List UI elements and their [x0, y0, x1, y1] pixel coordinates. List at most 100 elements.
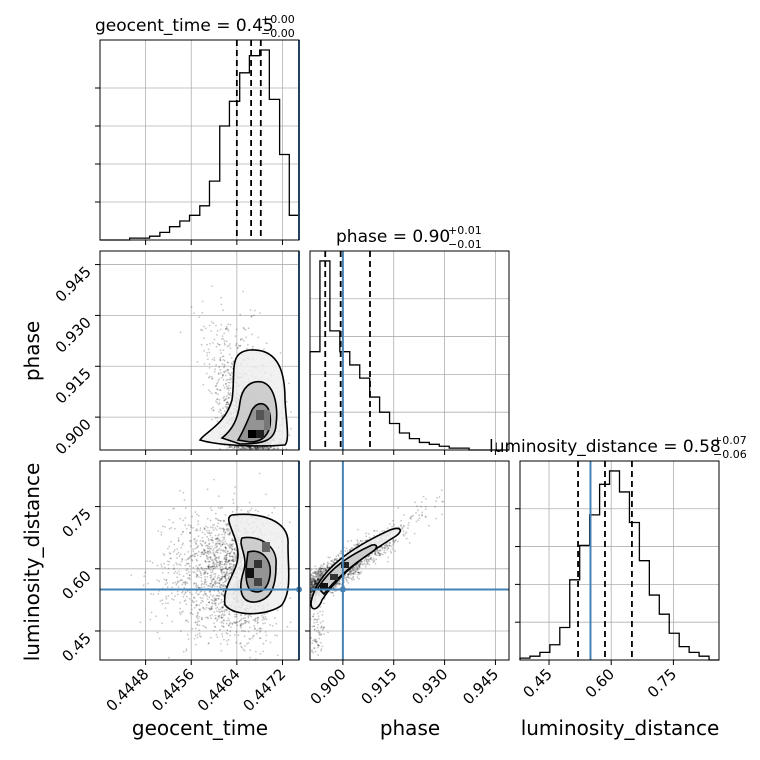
sample-point [179, 489, 181, 492]
sample-point [226, 369, 228, 371]
sample-point [273, 447, 276, 450]
sample-point [229, 634, 232, 637]
sample-point [261, 446, 264, 449]
sample-point [217, 595, 220, 597]
sample-point [259, 312, 261, 314]
sample-point [196, 529, 199, 532]
sample-point [255, 632, 258, 635]
sample-point [205, 557, 208, 560]
sample-point [228, 611, 231, 613]
sample-point [227, 397, 230, 399]
sample-point [229, 543, 231, 545]
sample-point [214, 566, 217, 569]
sample-point [233, 551, 235, 554]
sample-point [191, 599, 194, 602]
sample-point [201, 536, 204, 539]
sample-point [219, 560, 222, 563]
sample-point [206, 550, 209, 553]
sample-point [369, 558, 372, 561]
sample-point [226, 561, 229, 564]
sample-point [167, 595, 170, 597]
sample-point [256, 446, 258, 449]
sample-point [221, 610, 224, 613]
sample-point [226, 401, 229, 404]
sample-point [424, 508, 427, 510]
sample-point [202, 607, 205, 610]
sample-point [186, 582, 189, 584]
sample-point [204, 579, 207, 582]
sample-point [166, 582, 169, 584]
sample-point [219, 562, 222, 565]
sample-point [215, 546, 218, 549]
sample-point [392, 540, 394, 543]
sample-point [211, 321, 213, 323]
sample-point [225, 340, 228, 343]
sample-point [262, 447, 265, 450]
sample-point [212, 322, 215, 324]
sample-point [216, 540, 219, 543]
sample-point [186, 568, 189, 570]
sample-point [216, 381, 219, 384]
sample-point [247, 641, 250, 644]
sample-point [356, 542, 359, 545]
sample-point [205, 567, 208, 570]
sample-point [196, 620, 199, 623]
sample-point [167, 572, 170, 574]
sample-point [203, 349, 206, 352]
sample-point [212, 409, 215, 411]
sample-point [223, 371, 225, 373]
sample-point [223, 581, 226, 583]
sample-point [224, 523, 227, 526]
sample-point [186, 590, 189, 592]
sample-point [211, 565, 214, 568]
sample-point [247, 327, 250, 330]
sample-point [254, 619, 256, 621]
sample-point [196, 539, 198, 542]
sample-point [220, 338, 223, 340]
sample-point [231, 538, 234, 540]
sample-point [165, 578, 168, 581]
sample-point [220, 616, 223, 619]
sample-point [232, 539, 234, 542]
sample-point [239, 344, 242, 347]
sample-point [201, 329, 204, 332]
sample-point [208, 607, 211, 610]
y-tick-label: 0.45 [58, 629, 94, 665]
sample-point [185, 562, 188, 565]
sample-point [354, 566, 356, 569]
sample-point [261, 614, 263, 617]
sample-point [256, 446, 259, 449]
sample-point [184, 599, 187, 602]
sample-point [231, 622, 234, 625]
sample-point [200, 343, 203, 346]
sample-point [201, 311, 204, 314]
sample-point [210, 375, 213, 378]
sample-point [208, 351, 211, 354]
sample-point [232, 558, 234, 561]
hist-step [309, 260, 509, 451]
sample-point [190, 540, 192, 543]
sample-point [233, 634, 236, 636]
sample-point [219, 368, 222, 371]
sample-point [229, 374, 232, 376]
sample-point [256, 622, 259, 625]
sample-point [204, 541, 207, 544]
sample-point [347, 573, 350, 576]
sample-point [253, 446, 256, 449]
sample-point [203, 528, 206, 531]
sample-point [310, 586, 313, 589]
sample-point [230, 357, 233, 359]
sample-point [318, 569, 320, 571]
sample-point [174, 527, 176, 530]
sample-point [197, 611, 199, 614]
sample-point [219, 359, 222, 362]
sample-point [220, 569, 223, 571]
sample-point [228, 619, 231, 622]
sample-point [216, 636, 219, 639]
sample-point [265, 618, 268, 620]
sample-point [202, 325, 205, 328]
sample-point [198, 634, 201, 637]
sample-point [392, 519, 394, 522]
sample-point [228, 387, 230, 390]
